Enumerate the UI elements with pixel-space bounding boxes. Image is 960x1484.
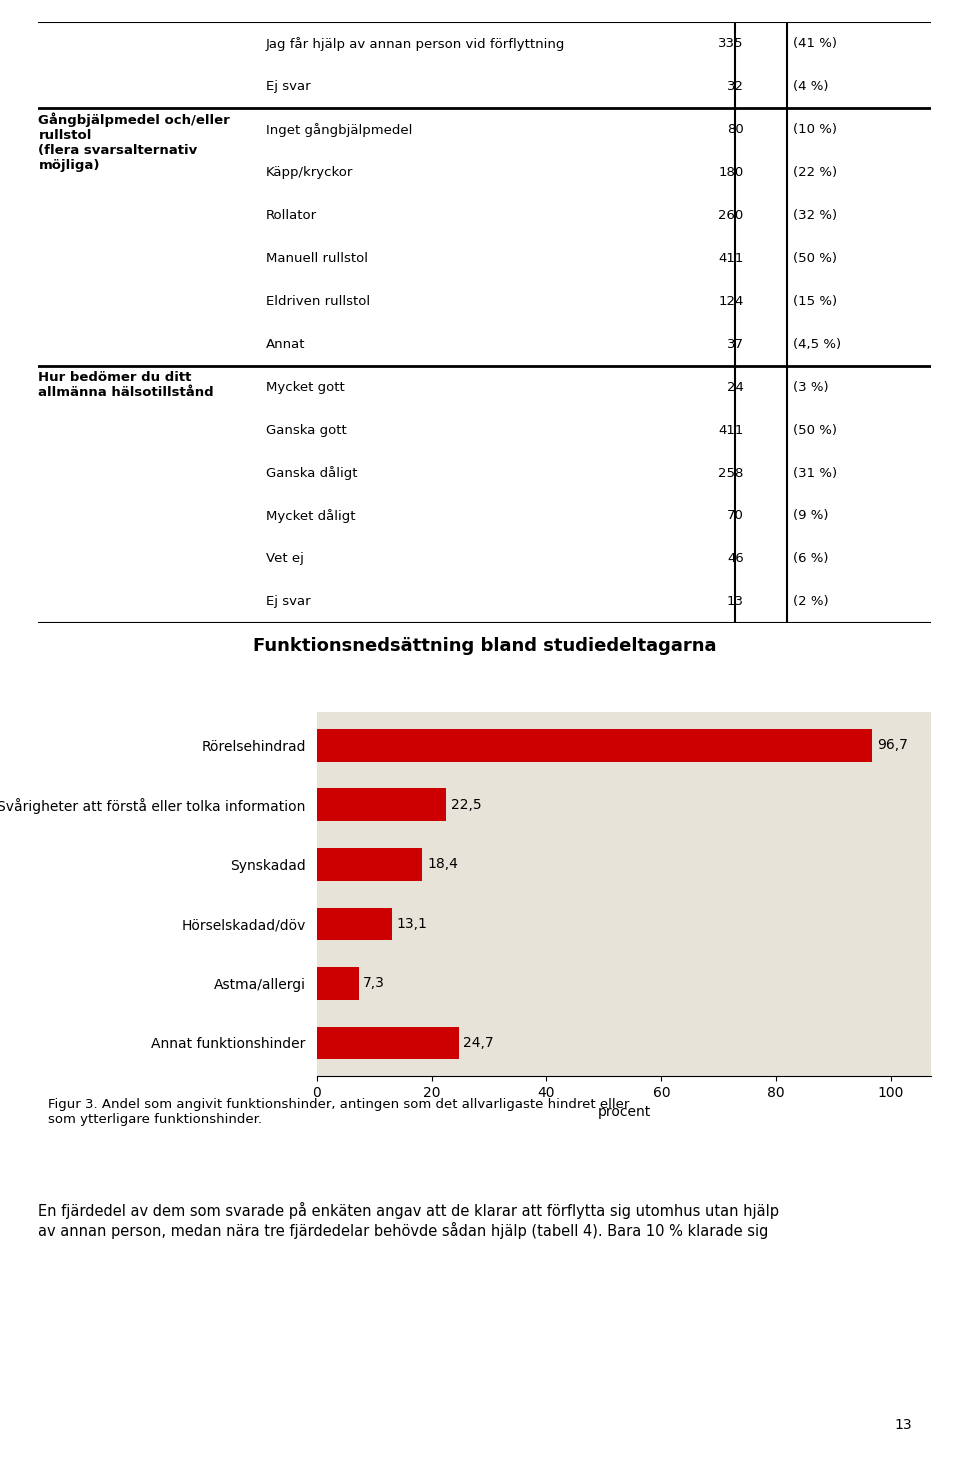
Text: (50 %): (50 %) (793, 423, 837, 436)
Text: 13,1: 13,1 (396, 917, 427, 930)
Text: (50 %): (50 %) (793, 252, 837, 264)
Text: Käpp/kryckor: Käpp/kryckor (266, 166, 353, 180)
Text: Inget gångbjälpmedel: Inget gångbjälpmedel (266, 123, 413, 137)
Text: Ganska gott: Ganska gott (266, 423, 347, 436)
Text: 96,7: 96,7 (876, 738, 907, 752)
Text: Eldriven rullstol: Eldriven rullstol (266, 295, 371, 307)
Text: 32: 32 (727, 80, 744, 93)
Bar (317, 847, 422, 880)
Text: Annat: Annat (266, 338, 305, 350)
Text: (15 %): (15 %) (793, 295, 837, 307)
Text: 24: 24 (727, 381, 744, 393)
Text: (4 %): (4 %) (793, 80, 828, 93)
Text: Ganska dåligt: Ganska dåligt (266, 466, 357, 479)
Text: (41 %): (41 %) (793, 37, 837, 50)
Text: 13: 13 (895, 1417, 912, 1432)
Text: Rollator: Rollator (266, 209, 317, 223)
Text: Manuell rullstol: Manuell rullstol (266, 252, 368, 264)
Text: 124: 124 (718, 295, 744, 307)
Text: Funktionsnedsättning bland studiedeltagarna: Funktionsnedsättning bland studiedeltaga… (253, 637, 716, 654)
Text: 37: 37 (727, 338, 744, 350)
Text: 260: 260 (718, 209, 744, 223)
Text: 258: 258 (718, 466, 744, 479)
Text: 335: 335 (718, 37, 744, 50)
X-axis label: procent: procent (597, 1106, 651, 1119)
Text: 180: 180 (718, 166, 744, 180)
Text: (31 %): (31 %) (793, 466, 837, 479)
Text: Hur bedömer du ditt
allmänna hälsotillstånd: Hur bedömer du ditt allmänna hälsotillst… (38, 371, 214, 399)
Text: 22,5: 22,5 (450, 798, 481, 812)
Text: Vet ej: Vet ej (266, 552, 304, 565)
Text: 411: 411 (718, 423, 744, 436)
Text: (6 %): (6 %) (793, 552, 828, 565)
Text: 80: 80 (727, 123, 744, 137)
Bar (317, 908, 392, 941)
Text: (3 %): (3 %) (793, 381, 828, 393)
Text: (10 %): (10 %) (793, 123, 837, 137)
Text: Mycket gott: Mycket gott (266, 381, 345, 393)
Text: Ej svar: Ej svar (266, 595, 311, 608)
Text: Jag får hjälp av annan person vid förflyttning: Jag får hjälp av annan person vid förfly… (266, 37, 565, 50)
Text: Mycket dåligt: Mycket dåligt (266, 509, 355, 522)
Text: 46: 46 (727, 552, 744, 565)
Text: 7,3: 7,3 (363, 976, 385, 990)
Text: Ej svar: Ej svar (266, 80, 311, 93)
Text: Gångbjälpmedel och/eller
rullstol
(flera svarsalternativ
möjliga): Gångbjälpmedel och/eller rullstol (flera… (38, 113, 230, 172)
Text: (9 %): (9 %) (793, 509, 828, 522)
Text: (32 %): (32 %) (793, 209, 837, 223)
Text: (2 %): (2 %) (793, 595, 828, 608)
Bar (317, 788, 446, 821)
Text: 13: 13 (727, 595, 744, 608)
Text: Figur 3. Andel som angivit funktionshinder, antingen som det allvarligaste hindr: Figur 3. Andel som angivit funktionshind… (48, 1098, 630, 1126)
Bar (317, 729, 872, 761)
Bar (317, 968, 359, 1000)
Text: (4,5 %): (4,5 %) (793, 338, 841, 350)
Text: 70: 70 (727, 509, 744, 522)
Text: En fjärdedel av dem som svarade på enkäten angav att de klarar att förflytta sig: En fjärdedel av dem som svarade på enkät… (38, 1202, 780, 1239)
Text: 18,4: 18,4 (427, 858, 458, 871)
Text: 411: 411 (718, 252, 744, 264)
Bar (317, 1027, 459, 1060)
Text: (22 %): (22 %) (793, 166, 837, 180)
Text: 24,7: 24,7 (464, 1036, 493, 1051)
